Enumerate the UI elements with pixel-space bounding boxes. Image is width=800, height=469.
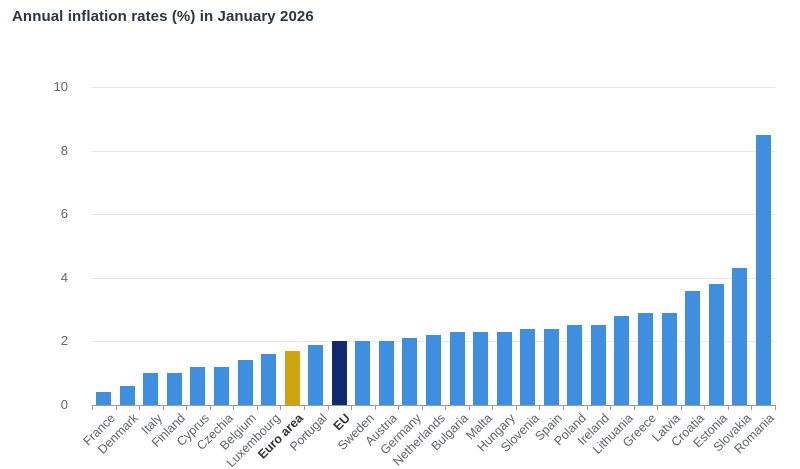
- y-gridline: [92, 214, 775, 215]
- bar-luxembourg[interactable]: [261, 354, 276, 405]
- bar-bulgaria[interactable]: [450, 332, 465, 405]
- bar-finland[interactable]: [167, 373, 182, 405]
- bar-lithuania[interactable]: [614, 316, 629, 405]
- bar-italy[interactable]: [143, 373, 158, 405]
- x-axis-tick: [681, 406, 682, 410]
- bar-romania[interactable]: [756, 135, 771, 405]
- x-axis-tick: [139, 406, 140, 410]
- bar-hungary[interactable]: [497, 332, 512, 405]
- x-axis-tick: [704, 406, 705, 410]
- bar-sweden[interactable]: [355, 341, 370, 405]
- bar-malta[interactable]: [473, 332, 488, 405]
- x-axis-line: [92, 405, 776, 406]
- bar-eu[interactable]: [332, 341, 347, 405]
- bar-euro-area[interactable]: [285, 351, 300, 405]
- y-axis-tick-label: 8: [60, 143, 68, 158]
- bar-germany[interactable]: [402, 338, 417, 405]
- bar-austria[interactable]: [379, 341, 394, 405]
- bar-ireland[interactable]: [591, 325, 606, 405]
- x-axis-tick: [375, 406, 376, 410]
- x-axis-tick: [280, 406, 281, 410]
- bar-greece[interactable]: [638, 313, 653, 405]
- y-axis-tick-label: 2: [60, 333, 68, 348]
- x-axis-tick: [116, 406, 117, 410]
- x-axis-tick: [610, 406, 611, 410]
- x-axis-tick: [186, 406, 187, 410]
- bar-slovenia[interactable]: [520, 329, 535, 405]
- x-axis-tick: [351, 406, 352, 410]
- bar-slovakia[interactable]: [732, 268, 747, 405]
- x-axis-tick: [634, 406, 635, 410]
- x-axis-tick: [539, 406, 540, 410]
- y-gridline: [92, 87, 775, 88]
- y-gridline: [92, 151, 775, 152]
- x-axis-tick: [516, 406, 517, 410]
- y-axis-tick-label: 4: [60, 270, 68, 285]
- bar-belgium[interactable]: [238, 360, 253, 405]
- x-axis-tick: [657, 406, 658, 410]
- y-axis-tick-label: 0: [60, 397, 68, 412]
- x-axis-tick: [233, 406, 234, 410]
- bar-france[interactable]: [96, 392, 111, 405]
- bar-spain[interactable]: [544, 329, 559, 405]
- x-axis-tick: [304, 406, 305, 410]
- bar-cyprus[interactable]: [190, 367, 205, 405]
- bar-czechia[interactable]: [214, 367, 229, 405]
- bar-estonia[interactable]: [709, 284, 724, 405]
- x-axis-tick: [92, 406, 93, 410]
- x-axis-tick: [751, 406, 752, 410]
- bar-latvia[interactable]: [662, 313, 677, 405]
- x-axis-tick: [587, 406, 588, 410]
- bar-portugal[interactable]: [308, 345, 323, 405]
- y-axis-tick-label: 6: [60, 206, 68, 221]
- x-axis-tick: [422, 406, 423, 410]
- x-axis-tick: [775, 406, 776, 410]
- bar-croatia[interactable]: [685, 291, 700, 405]
- x-axis-tick: [469, 406, 470, 410]
- x-axis-tick: [398, 406, 399, 410]
- x-axis-tick: [492, 406, 493, 410]
- x-axis-tick: [210, 406, 211, 410]
- bar-poland[interactable]: [567, 325, 582, 405]
- x-axis-tick: [563, 406, 564, 410]
- y-axis-tick-label: 10: [53, 79, 68, 94]
- chart-title: Annual inflation rates (%) in January 20…: [12, 8, 314, 25]
- x-axis-tick: [445, 406, 446, 410]
- y-gridline: [92, 278, 775, 279]
- x-axis-tick: [163, 406, 164, 410]
- x-axis-tick: [257, 406, 258, 410]
- x-axis-tick: [328, 406, 329, 410]
- x-axis-tick: [728, 406, 729, 410]
- bar-netherlands[interactable]: [426, 335, 441, 405]
- bar-denmark[interactable]: [120, 386, 135, 405]
